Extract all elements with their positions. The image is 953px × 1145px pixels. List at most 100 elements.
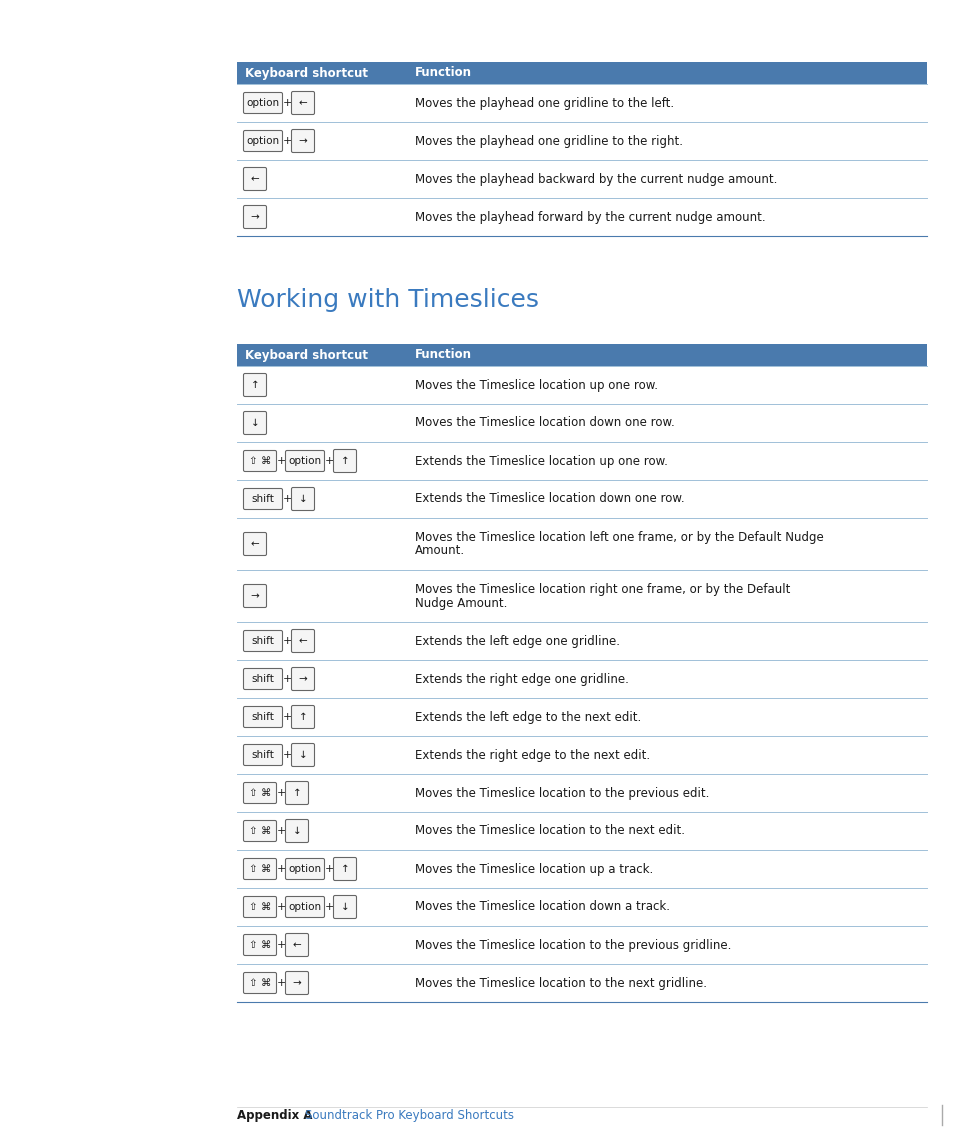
FancyBboxPatch shape	[285, 971, 308, 995]
FancyBboxPatch shape	[334, 450, 356, 473]
Text: option: option	[288, 456, 321, 466]
FancyBboxPatch shape	[243, 532, 266, 555]
Text: option: option	[246, 136, 279, 147]
Text: +: +	[282, 750, 292, 760]
Bar	[236, 62, 926, 84]
Text: +: +	[276, 978, 285, 988]
FancyBboxPatch shape	[334, 895, 356, 918]
Text: +: +	[276, 940, 285, 950]
Text: option: option	[288, 864, 321, 874]
Text: ↓: ↓	[298, 750, 307, 760]
Text: →: →	[298, 136, 307, 147]
Text: Moves the playhead forward by the current nudge amount.: Moves the playhead forward by the curren…	[415, 211, 765, 223]
FancyBboxPatch shape	[285, 820, 308, 843]
FancyBboxPatch shape	[243, 859, 276, 879]
Text: ←: ←	[251, 174, 259, 184]
Text: Moves the playhead backward by the current nudge amount.: Moves the playhead backward by the curre…	[415, 173, 777, 185]
FancyBboxPatch shape	[243, 93, 282, 113]
Text: Moves the Timeslice location to the previous edit.: Moves the Timeslice location to the prev…	[415, 787, 709, 799]
FancyBboxPatch shape	[334, 858, 356, 881]
Text: Extends the left edge to the next edit.: Extends the left edge to the next edit.	[415, 711, 640, 724]
FancyBboxPatch shape	[243, 205, 266, 229]
Text: Function: Function	[415, 348, 472, 362]
Text: →: →	[251, 591, 259, 601]
Text: shift: shift	[252, 674, 274, 684]
Text: +: +	[282, 493, 292, 504]
Text: ⇧ ⌘: ⇧ ⌘	[249, 978, 271, 988]
Bar	[236, 344, 926, 366]
Text: Moves the playhead one gridline to the right.: Moves the playhead one gridline to the r…	[415, 134, 682, 148]
FancyBboxPatch shape	[243, 167, 266, 190]
Text: Moves the Timeslice location left one frame, or by the Default Nudge: Moves the Timeslice location left one fr…	[415, 530, 822, 544]
Text: +: +	[276, 826, 285, 836]
FancyBboxPatch shape	[243, 821, 276, 842]
FancyBboxPatch shape	[285, 933, 308, 956]
FancyBboxPatch shape	[243, 373, 266, 396]
FancyBboxPatch shape	[243, 934, 276, 955]
Text: +: +	[324, 864, 334, 874]
Text: Moves the Timeslice location up a track.: Moves the Timeslice location up a track.	[415, 862, 653, 876]
FancyBboxPatch shape	[243, 972, 276, 994]
Text: Function: Function	[415, 66, 472, 79]
Text: Extends the right edge to the next edit.: Extends the right edge to the next edit.	[415, 749, 649, 761]
Text: +: +	[282, 98, 292, 108]
Text: ↓: ↓	[251, 418, 259, 428]
Text: +: +	[282, 136, 292, 147]
Text: Nudge Amount.: Nudge Amount.	[415, 597, 507, 609]
FancyBboxPatch shape	[292, 129, 314, 152]
Text: Moves the Timeslice location to the previous gridline.: Moves the Timeslice location to the prev…	[415, 939, 731, 951]
Text: ↓: ↓	[298, 493, 307, 504]
Text: ↑: ↑	[293, 788, 301, 798]
Text: Extends the Timeslice location down one row.: Extends the Timeslice location down one …	[415, 492, 684, 505]
Text: ⇧ ⌘: ⇧ ⌘	[249, 788, 271, 798]
Text: →: →	[251, 212, 259, 222]
Text: +: +	[282, 712, 292, 722]
Text: +: +	[276, 456, 285, 466]
Text: ↑: ↑	[298, 712, 307, 722]
FancyBboxPatch shape	[292, 92, 314, 115]
Text: ↓: ↓	[293, 826, 301, 836]
FancyBboxPatch shape	[243, 489, 282, 510]
Text: Keyboard shortcut: Keyboard shortcut	[245, 348, 368, 362]
Text: ⇧ ⌘: ⇧ ⌘	[249, 456, 271, 466]
FancyBboxPatch shape	[285, 450, 324, 472]
FancyBboxPatch shape	[243, 897, 276, 917]
Text: Extends the right edge one gridline.: Extends the right edge one gridline.	[415, 672, 628, 686]
FancyBboxPatch shape	[285, 782, 308, 805]
Text: +: +	[276, 788, 285, 798]
Text: Moves the Timeslice location down one row.: Moves the Timeslice location down one ro…	[415, 417, 674, 429]
FancyBboxPatch shape	[243, 631, 282, 652]
Text: ⇧ ⌘: ⇧ ⌘	[249, 826, 271, 836]
Text: ↑: ↑	[340, 456, 349, 466]
Text: Soundtrack Pro Keyboard Shortcuts: Soundtrack Pro Keyboard Shortcuts	[305, 1108, 514, 1121]
Text: ⇧ ⌘: ⇧ ⌘	[249, 940, 271, 950]
Text: ⇧ ⌘: ⇧ ⌘	[249, 864, 271, 874]
Text: +: +	[282, 635, 292, 646]
Text: Extends the Timeslice location up one row.: Extends the Timeslice location up one ro…	[415, 455, 667, 467]
Text: +: +	[276, 864, 285, 874]
Text: shift: shift	[252, 750, 274, 760]
FancyBboxPatch shape	[285, 897, 324, 917]
Text: ⇧ ⌘: ⇧ ⌘	[249, 902, 271, 913]
Text: →: →	[298, 674, 307, 684]
Text: +: +	[324, 902, 334, 913]
Text: ↓: ↓	[340, 902, 349, 913]
FancyBboxPatch shape	[292, 668, 314, 690]
Text: ↑: ↑	[340, 864, 349, 874]
Text: shift: shift	[252, 493, 274, 504]
Text: Working with Timeslices: Working with Timeslices	[236, 289, 538, 311]
Text: ←: ←	[293, 940, 301, 950]
Text: Moves the Timeslice location down a track.: Moves the Timeslice location down a trac…	[415, 900, 669, 914]
FancyBboxPatch shape	[243, 669, 282, 689]
Text: Moves the Timeslice location to the next edit.: Moves the Timeslice location to the next…	[415, 824, 684, 837]
FancyBboxPatch shape	[292, 630, 314, 653]
FancyBboxPatch shape	[243, 411, 266, 434]
Text: Keyboard shortcut: Keyboard shortcut	[245, 66, 368, 79]
Text: +: +	[324, 456, 334, 466]
Text: option: option	[246, 98, 279, 108]
Text: Appendix A: Appendix A	[236, 1108, 313, 1121]
Text: Moves the Timeslice location to the next gridline.: Moves the Timeslice location to the next…	[415, 977, 706, 989]
FancyBboxPatch shape	[292, 743, 314, 766]
Text: shift: shift	[252, 635, 274, 646]
Text: +: +	[276, 902, 285, 913]
